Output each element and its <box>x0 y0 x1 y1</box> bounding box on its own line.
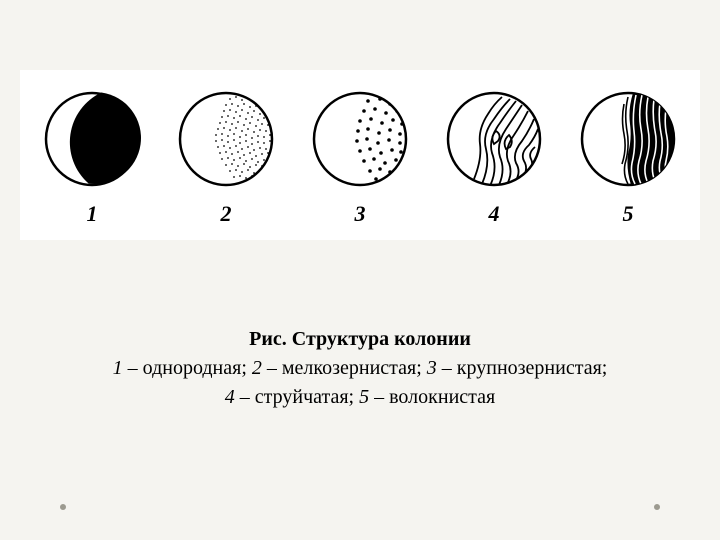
colony-circle-fibrous <box>578 89 678 189</box>
diagram-item-5: 5 <box>578 89 678 227</box>
colony-circle-fine-grain <box>176 89 276 189</box>
diagram-number: 2 <box>221 201 232 227</box>
diagram-item-3: 3 <box>310 89 410 227</box>
diagram-item-4: 4 <box>444 89 544 227</box>
figure-caption: Рис. Структура колонии 1 – однородная; 2… <box>40 325 680 412</box>
colony-circle-solid <box>42 89 142 189</box>
caption-legend: 1 – однородная; 2 – мелкозернистая; 3 – … <box>113 357 608 408</box>
decorative-dot-icon <box>654 504 660 510</box>
colony-circle-streaky <box>444 89 544 189</box>
diagram-number: 4 <box>489 201 500 227</box>
colony-circle-coarse-grain <box>310 89 410 189</box>
caption-title: Рис. Структура колонии <box>249 328 471 350</box>
diagram-item-1: 1 <box>42 89 142 227</box>
figure-panel: 1 <box>20 70 700 240</box>
diagram-number: 1 <box>87 201 98 227</box>
diagram-item-2: 2 <box>176 89 276 227</box>
diagram-number: 3 <box>355 201 366 227</box>
diagram-number: 5 <box>623 201 634 227</box>
decorative-dot-icon <box>60 504 66 510</box>
